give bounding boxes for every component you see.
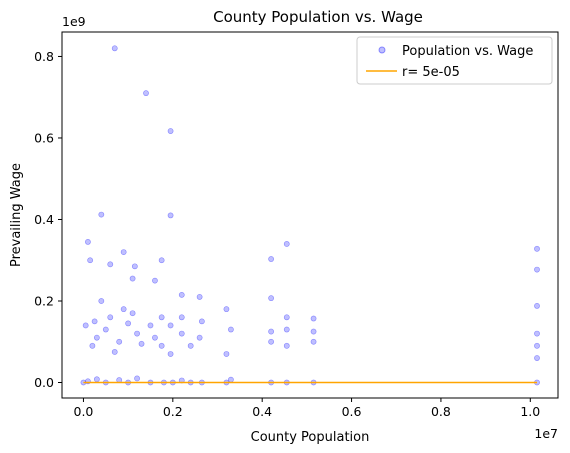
data-point [534,266,540,273]
data-point [178,314,185,321]
data-point [143,90,149,97]
y-tick-label: 0.2 [34,293,54,308]
data-point [85,238,91,245]
legend-marker-scatter [378,46,386,54]
data-point [268,328,275,335]
data-point [111,45,118,52]
legend-label-line: r= 5e-05 [402,65,460,80]
data-point [93,334,100,341]
data-point [158,257,165,264]
data-point [283,326,290,333]
data-point [138,340,145,347]
data-point [283,314,290,321]
data-point [120,249,127,255]
y-tick-label: 0.0 [34,375,54,390]
x-axis-label: County Population [251,430,370,445]
data-point [158,342,165,349]
data-point [196,334,203,341]
data-point [228,326,234,333]
data-point [178,291,185,298]
data-point [152,334,158,341]
data-point [158,314,165,321]
data-point [187,342,194,349]
x-tick-label: 0.0 [74,404,94,419]
data-point [98,211,105,218]
data-point [131,263,138,270]
data-point [107,314,114,321]
data-point [167,322,174,329]
x-tick-label: 1.0 [520,404,540,419]
data-point [129,310,136,317]
chart-title: County Population vs. Wage [213,8,423,26]
x-tick-label: 0.6 [342,404,362,419]
data-point [102,326,109,333]
data-point [228,376,234,383]
data-point [152,277,158,284]
data-point [283,241,290,247]
data-point [534,342,540,349]
data-point [268,256,275,262]
data-point [91,318,98,325]
data-point [534,245,540,252]
data-point [310,328,317,335]
data-point [167,351,174,357]
y-tick-label: 0.8 [34,49,54,64]
data-point [167,212,174,219]
plot-frame [61,31,559,399]
data-point [283,342,290,349]
y-axis-label: Prevailing Wage [9,163,24,267]
data-point [120,306,127,313]
data-point [134,330,140,337]
data-point [111,349,118,355]
x-tick-label: 0.8 [431,404,451,419]
legend-box [356,36,553,85]
plot-area [80,45,540,386]
data-point [82,322,89,329]
y-axis-multiplier: 1e9 [62,14,86,29]
data-point [125,320,132,327]
y-tick-label: 0.4 [34,212,54,227]
data-point [167,128,174,134]
data-point [223,306,230,313]
x-tick-label: 0.4 [252,404,272,419]
data-point [89,342,96,349]
data-point [534,330,540,337]
data-point [134,375,140,382]
y-tick-label: 0.6 [34,130,54,145]
data-point [534,302,540,309]
legend: Population vs. Wage r= 5e-05 [356,36,553,85]
data-point [198,318,205,325]
data-point [93,376,100,383]
data-point [129,275,136,282]
data-point [116,338,123,345]
data-point [310,338,317,345]
data-point [178,330,185,337]
data-point [196,294,203,300]
data-point [268,295,275,302]
data-point [147,322,154,329]
data-point [107,261,114,268]
x-axis-multiplier: 1e7 [534,426,558,441]
data-point [223,351,230,357]
data-point [534,355,540,361]
axis-ticks: 0.0 0.2 0.4 0.6 0.8 1.0 0.0 0.2 0.4 0.6 0.8 [34,49,540,419]
data-point [98,298,105,304]
legend-label-scatter: Population vs. Wage [402,44,533,59]
data-point [310,315,317,322]
data-point [268,338,275,345]
data-point [87,257,94,264]
x-tick-label: 0.2 [163,404,183,419]
